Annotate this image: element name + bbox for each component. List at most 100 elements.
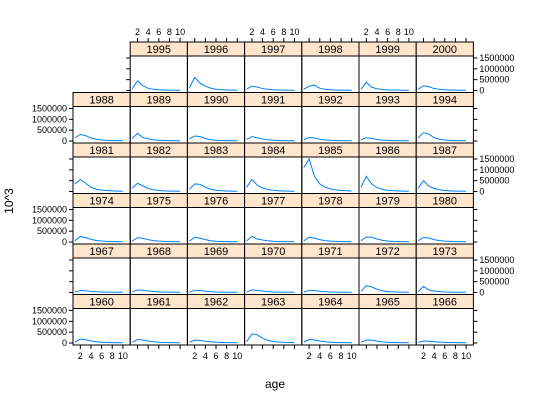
series-line-1979 <box>360 236 409 243</box>
panel-frame-1971 <box>301 257 360 295</box>
y-tick-label: 1000000 <box>32 215 67 225</box>
panel-frame-1972 <box>358 257 417 295</box>
panel-1999: 1999 <box>358 41 417 93</box>
panel-frame-1978 <box>301 207 360 245</box>
x-axis-col-0: 2 4 6 8 10 <box>78 345 128 361</box>
panel-1967: 1967 <box>72 243 131 295</box>
panel-frame-1988 <box>72 106 131 144</box>
strip-label-1962: 1962 <box>204 297 228 309</box>
y-tick-label: 1500000 <box>479 53 514 63</box>
strip-label-1997: 1997 <box>261 44 285 56</box>
x-tick-label: 6 <box>271 27 276 37</box>
y-tick-label: 1000000 <box>479 266 514 276</box>
x-axis-col-1: 2 4 6 8 10 <box>135 27 185 349</box>
series-line-1973 <box>417 285 467 293</box>
series-line-1975 <box>131 237 181 243</box>
series-line-1974 <box>74 236 123 243</box>
x-tick-label: 4 <box>88 351 93 361</box>
panel-frame-1981 <box>72 156 131 194</box>
panel-frame-1996 <box>186 55 246 93</box>
panel-frame-1963 <box>244 308 303 346</box>
strip-label-1987: 1987 <box>433 145 457 157</box>
strip-label-1965: 1965 <box>375 297 399 309</box>
panel-frame-1974 <box>72 207 131 245</box>
x-axis-col-6: 2 4 6 8 10 <box>421 38 471 361</box>
panel-frame-1990 <box>186 106 246 144</box>
y-tick-label: 1500000 <box>32 306 67 316</box>
panel-frame-1986 <box>358 156 417 194</box>
y-tick-label: 500000 <box>37 327 67 337</box>
y-tick-label: 500000 <box>479 75 509 85</box>
panel-frame-1973 <box>415 257 474 295</box>
strip-label-1964: 1964 <box>318 297 342 309</box>
x-tick-label: 10 <box>175 27 185 37</box>
strip-label-1972: 1972 <box>375 246 399 258</box>
series-line-1999 <box>360 81 409 91</box>
panel-1996: 1996 <box>186 41 246 93</box>
series-line-1987 <box>417 179 467 192</box>
panel-1989: 1989 <box>129 92 188 144</box>
strip-label-1963: 1963 <box>261 297 285 309</box>
series-line-1963 <box>246 333 295 344</box>
axes-layer: 0500000100000015000000500000100000015000… <box>32 27 514 361</box>
y-tick-label: 1500000 <box>32 205 67 215</box>
panel-frame-1989 <box>129 106 188 144</box>
x-tick-label: 8 <box>224 351 229 361</box>
panel-1987: 1987 <box>415 142 474 194</box>
x-tick-label: 2 <box>249 27 254 37</box>
series-line-1962 <box>189 339 238 344</box>
y-tick-label: 0 <box>479 86 484 96</box>
y-tick-label: 1500000 <box>479 255 514 265</box>
panel-frame-1987 <box>415 156 474 194</box>
series-line-1997 <box>246 85 295 91</box>
x-tick-label: 4 <box>203 351 208 361</box>
strip-label-1967: 1967 <box>89 246 113 258</box>
panel-frame-1991 <box>244 106 303 144</box>
x-tick-label: 4 <box>432 351 437 361</box>
series-line-1970 <box>246 289 295 293</box>
strip-label-1961: 1961 <box>147 297 171 309</box>
y-tick-label: 0 <box>62 136 67 146</box>
strip-label-1990: 1990 <box>204 95 228 107</box>
panel-frame-1999 <box>358 55 417 93</box>
panel-1966: 1966 <box>415 294 474 346</box>
panel-1965: 1965 <box>358 294 417 346</box>
panel-frame-1997 <box>244 55 303 93</box>
panel-1984: 1984 <box>244 142 303 194</box>
strip-label-1986: 1986 <box>375 145 399 157</box>
y-tick-label: 0 <box>62 237 67 247</box>
panel-1963: 1963 <box>244 294 303 346</box>
panel-1995: 1995 <box>129 41 188 93</box>
x-tick-label: 6 <box>328 351 333 361</box>
series-line-1966 <box>418 340 467 344</box>
strip-label-1983: 1983 <box>204 145 228 157</box>
series-line-1961 <box>131 339 181 344</box>
series-line-1998 <box>303 84 352 91</box>
x-tick-label: 10 <box>347 351 357 361</box>
panel-1994: 1994 <box>415 92 474 144</box>
strip-label-1999: 1999 <box>375 44 399 56</box>
strip-label-1977: 1977 <box>261 196 285 208</box>
series-line-1990 <box>189 135 238 142</box>
panel-1960: 1960 <box>72 294 131 346</box>
panel-frame-1982 <box>129 156 188 194</box>
strip-label-1991: 1991 <box>261 95 285 107</box>
panel-frame-1966 <box>415 308 474 346</box>
strip-label-1989: 1989 <box>147 95 171 107</box>
series-line-1964 <box>303 339 352 344</box>
series-line-1980 <box>417 236 467 243</box>
panel-1998: 1998 <box>301 41 360 93</box>
strip-label-1971: 1971 <box>318 246 342 258</box>
panel-1974: 1974 <box>72 193 131 245</box>
y-tick-label: 1000000 <box>32 316 67 326</box>
y-tick-label: 1000000 <box>479 64 514 74</box>
panel-frame-1979 <box>358 207 417 245</box>
strip-label-1979: 1979 <box>375 196 399 208</box>
series-line-1978 <box>303 236 352 243</box>
y-tick-label: 1500000 <box>32 104 67 114</box>
panel-frame-1995 <box>129 55 188 93</box>
